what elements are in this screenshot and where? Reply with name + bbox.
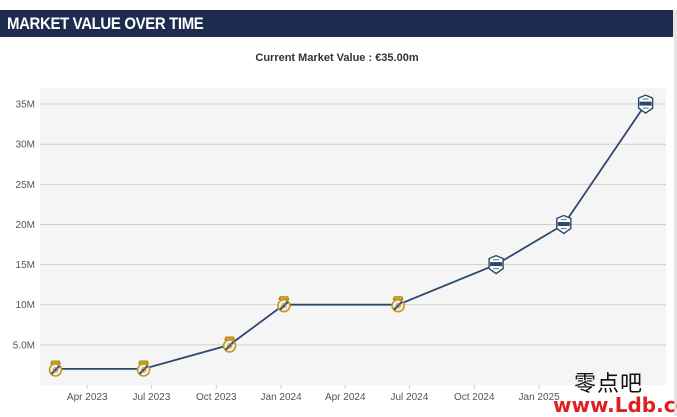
data-point[interactable]: [556, 214, 572, 235]
y-tick-label: 25M: [16, 180, 35, 191]
data-point[interactable]: [48, 360, 63, 377]
real-madrid-crest-icon: [222, 336, 237, 353]
watermark-url: www.Ldb.cc: [553, 393, 677, 417]
club-crest-icon: [556, 214, 572, 235]
real-madrid-crest-icon: [391, 296, 405, 313]
section-header: MARKET VALUE OVER TIME: [0, 10, 677, 37]
watermark-text: 零点吧: [574, 372, 644, 397]
header-edge: [673, 10, 677, 37]
x-tick-label: Apr 2024: [325, 392, 366, 403]
chart-title: Current Market Value : €35.00m: [255, 52, 419, 64]
plot-area: [40, 88, 666, 385]
data-point[interactable]: [277, 296, 291, 313]
series-line: [55, 103, 647, 370]
section-title: MARKET VALUE OVER TIME: [7, 14, 204, 33]
y-tick-label: 5.0M: [13, 340, 35, 351]
x-tick-label: Jan 2025: [519, 392, 561, 403]
y-tick-label: 20M: [16, 220, 35, 231]
y-tick-label: 30M: [16, 140, 35, 151]
data-point[interactable]: [637, 94, 654, 114]
x-tick-label: Oct 2023: [196, 392, 237, 403]
real-madrid-crest-icon: [48, 360, 63, 377]
x-tick-label: Jul 2023: [132, 392, 170, 403]
club-crest-icon: [637, 94, 654, 114]
club-crest-icon: [488, 254, 504, 275]
data-point[interactable]: [488, 254, 504, 275]
right-border: [674, 37, 677, 416]
y-tick-label: 15M: [16, 260, 35, 271]
data-point[interactable]: [391, 296, 405, 313]
x-tick-label: Jul 2024: [390, 392, 428, 403]
x-tick-label: Apr 2023: [67, 392, 108, 403]
real-madrid-crest-icon: [136, 360, 151, 377]
y-tick-label: 35M: [16, 100, 35, 111]
real-madrid-crest-icon: [277, 296, 291, 313]
x-tick-label: Jan 2024: [261, 392, 303, 403]
y-tick-label: 10M: [16, 300, 35, 311]
x-tick-label: Oct 2024: [454, 392, 495, 403]
data-point[interactable]: [222, 336, 237, 353]
data-point[interactable]: [136, 360, 151, 377]
